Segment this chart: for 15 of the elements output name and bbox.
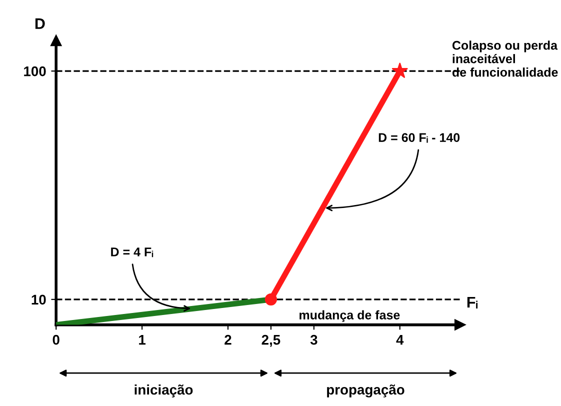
y-axis-title: D [35,18,45,29]
y-tick-label: 10 [32,294,46,305]
x-tick-label: 0 [52,334,60,345]
x-tick-label: 2,5 [262,334,280,347]
annotation: D = 60 Fᵢ - 140 [378,133,460,143]
text: propagação [327,384,404,398]
x-tick-label: 1 [139,335,146,345]
x-tick-label: 4 [396,335,404,345]
x-tick-label: 2 [224,334,232,345]
x-axis-title: Fᵢ [467,296,478,309]
annotation: D = 4 Fᵢ [111,248,154,258]
x-tick-label: 3 [310,334,318,345]
y-tick-label: 100 [24,66,46,76]
annotation: mudança de fase [300,310,400,322]
text: iniciação [134,384,193,398]
